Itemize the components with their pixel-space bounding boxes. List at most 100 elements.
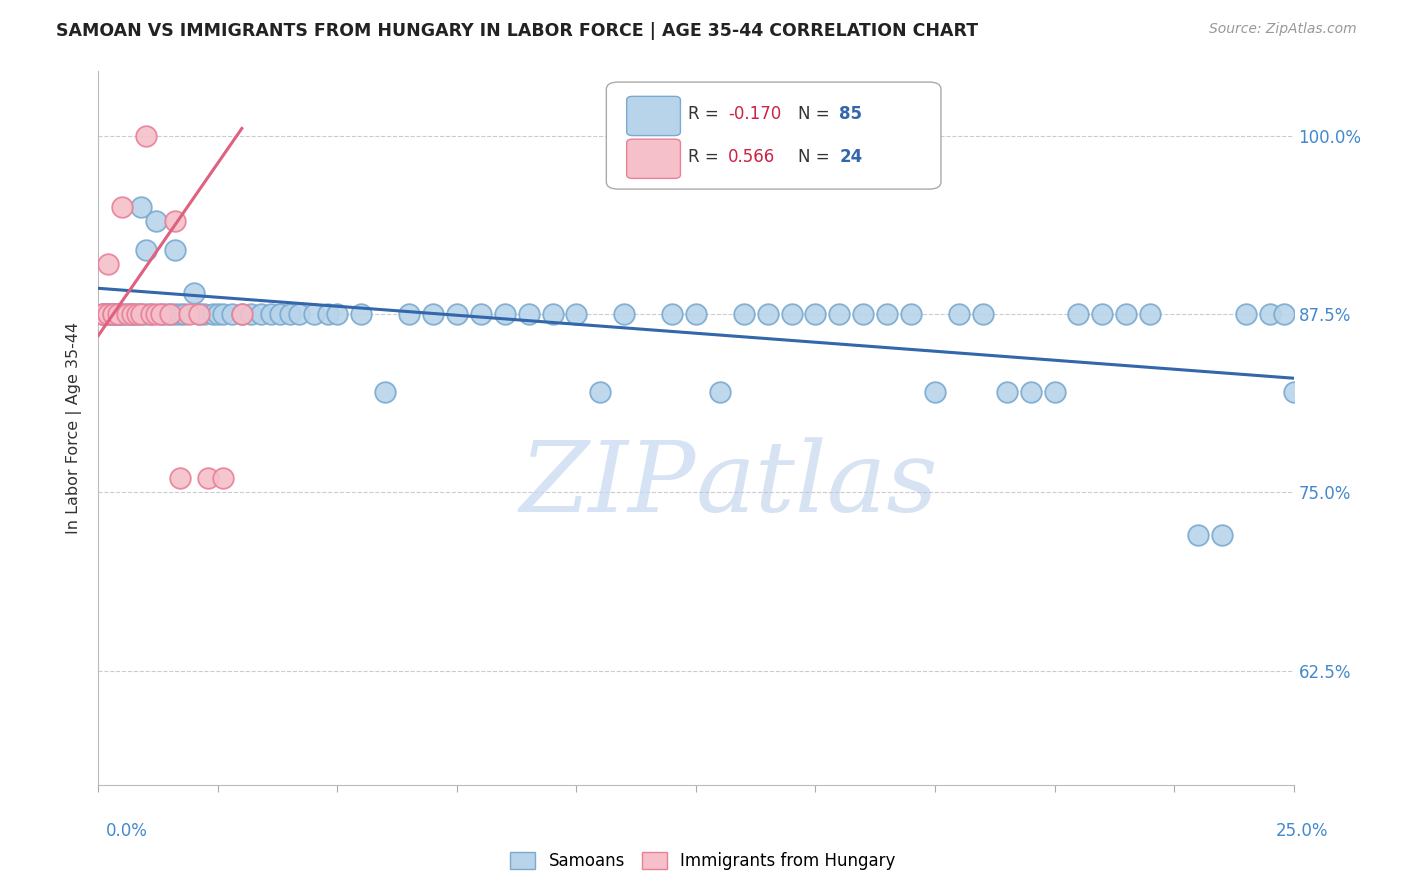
Point xyxy=(111,200,134,214)
Point xyxy=(97,307,120,321)
FancyBboxPatch shape xyxy=(627,96,681,136)
Point xyxy=(91,307,114,321)
Point xyxy=(111,307,134,321)
Point xyxy=(159,307,181,321)
Point xyxy=(221,307,243,321)
Y-axis label: In Labor Force | Age 35-44: In Labor Force | Age 35-44 xyxy=(66,322,83,534)
Point xyxy=(149,307,172,321)
Point xyxy=(804,307,827,321)
Point xyxy=(685,307,707,321)
Point xyxy=(211,307,233,321)
Point xyxy=(326,307,349,321)
Point xyxy=(1043,385,1066,400)
Point xyxy=(125,307,148,321)
Point xyxy=(709,385,731,400)
Point xyxy=(517,307,540,321)
Point xyxy=(139,307,162,321)
Point xyxy=(350,307,373,321)
Point xyxy=(202,307,225,321)
Point xyxy=(107,307,129,321)
Text: N =: N = xyxy=(797,105,834,123)
Point xyxy=(107,307,129,321)
Point xyxy=(733,307,755,321)
Text: 24: 24 xyxy=(839,148,863,166)
Point xyxy=(101,307,124,321)
Point xyxy=(111,307,134,321)
Point xyxy=(131,307,153,321)
Text: 85: 85 xyxy=(839,105,862,123)
Point xyxy=(211,471,233,485)
Point xyxy=(91,307,114,321)
Text: Source: ZipAtlas.com: Source: ZipAtlas.com xyxy=(1209,22,1357,37)
Point xyxy=(972,307,994,321)
Text: 0.566: 0.566 xyxy=(728,148,776,166)
Point xyxy=(589,385,612,400)
Point xyxy=(97,307,120,321)
Point xyxy=(159,307,181,321)
Point xyxy=(121,307,143,321)
Point xyxy=(948,307,970,321)
Point xyxy=(121,307,143,321)
Point xyxy=(125,307,148,321)
Point xyxy=(288,307,311,321)
Point xyxy=(163,214,186,228)
Point xyxy=(1139,307,1161,321)
Point xyxy=(446,307,468,321)
Point xyxy=(756,307,779,321)
Point xyxy=(1115,307,1137,321)
Point xyxy=(661,307,683,321)
FancyBboxPatch shape xyxy=(606,82,941,189)
Point xyxy=(1211,528,1233,542)
Point xyxy=(169,471,191,485)
Point xyxy=(422,307,444,321)
Point xyxy=(115,307,138,321)
Point xyxy=(1282,385,1305,400)
Point xyxy=(240,307,263,321)
Point xyxy=(374,385,396,400)
Point xyxy=(1272,307,1295,321)
Text: R =: R = xyxy=(688,148,724,166)
Text: atlas: atlas xyxy=(696,438,939,533)
Point xyxy=(278,307,301,321)
Point xyxy=(852,307,875,321)
Point xyxy=(97,307,120,321)
Point xyxy=(101,307,124,321)
Point xyxy=(1187,528,1209,542)
Point xyxy=(101,307,124,321)
Point xyxy=(207,307,229,321)
Point xyxy=(494,307,516,321)
Point xyxy=(995,385,1018,400)
Text: 25.0%: 25.0% xyxy=(1277,822,1329,840)
Text: 0.0%: 0.0% xyxy=(105,822,148,840)
Point xyxy=(316,307,339,321)
Text: SAMOAN VS IMMIGRANTS FROM HUNGARY IN LABOR FORCE | AGE 35-44 CORRELATION CHART: SAMOAN VS IMMIGRANTS FROM HUNGARY IN LAB… xyxy=(56,22,979,40)
Point xyxy=(924,385,946,400)
Point xyxy=(139,307,162,321)
Point xyxy=(101,307,124,321)
Point xyxy=(155,307,177,321)
Point xyxy=(900,307,922,321)
Point xyxy=(876,307,898,321)
Point xyxy=(302,307,325,321)
Point xyxy=(179,307,201,321)
Point xyxy=(163,307,186,321)
Point xyxy=(121,307,143,321)
Point xyxy=(1234,307,1257,321)
Point xyxy=(541,307,564,321)
Point xyxy=(135,307,157,321)
Text: -0.170: -0.170 xyxy=(728,105,782,123)
Point xyxy=(145,307,167,321)
Point xyxy=(173,307,195,321)
Point xyxy=(131,307,153,321)
Point xyxy=(269,307,291,321)
Point xyxy=(91,307,114,321)
Legend: Samoans, Immigrants from Hungary: Samoans, Immigrants from Hungary xyxy=(503,845,903,877)
Point xyxy=(187,307,209,321)
Text: R =: R = xyxy=(688,105,724,123)
Point xyxy=(107,307,129,321)
FancyBboxPatch shape xyxy=(627,139,681,178)
Point xyxy=(163,243,186,257)
Point xyxy=(565,307,588,321)
Point xyxy=(115,307,138,321)
Point xyxy=(613,307,636,321)
